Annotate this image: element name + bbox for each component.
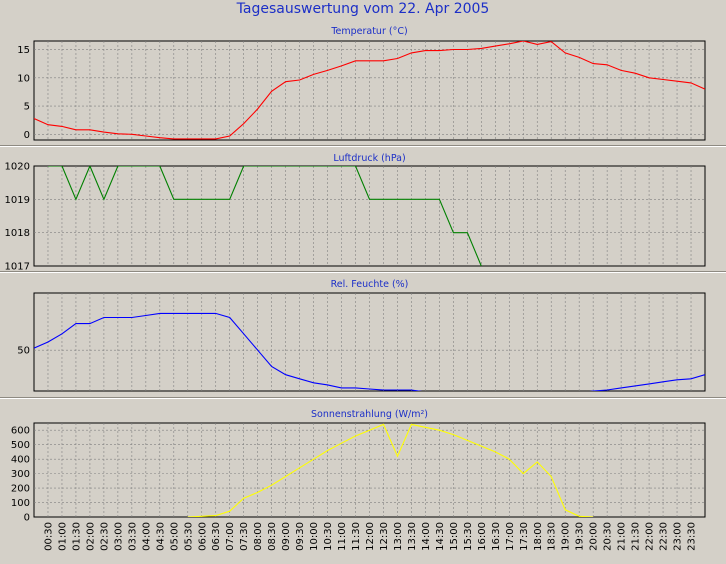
x-tick-label: 14:00 [421,522,432,551]
x-tick-label: 05:30 [183,522,194,551]
x-tick-label: 22:30 [659,522,670,551]
x-tick-label: 13:30 [407,522,418,551]
x-tick-label: 06:30 [211,522,222,551]
y-tick-label: 100 [11,498,30,509]
x-tick-label: 03:30 [127,522,138,551]
y-tick-label: 400 [11,455,30,466]
x-tick-label: 15:30 [463,522,474,551]
y-tick-label: 5 [24,102,30,113]
x-tick-label: 08:00 [253,522,264,551]
chart-title: Luftdruck (hPa) [333,153,405,164]
y-tick-label: 50 [17,346,30,357]
x-tick-label: 12:00 [365,522,376,551]
y-tick-label: 200 [11,484,30,495]
x-tick-label: 01:30 [71,522,82,551]
chart-panel-radiation: 0 100 200 300 400 500 600 Sonnenstrahlung (W/m²… [11,409,706,524]
y-tick-label: 1020 [5,162,30,173]
chart-title: Rel. Feuchte (%) [331,279,409,290]
series-line-radiation [187,423,594,517]
x-tick-label: 17:00 [505,522,516,551]
y-tick-label: 15 [17,45,30,56]
x-tick-label: 09:30 [295,522,306,551]
x-tick-label: 21:30 [631,522,642,551]
x-tick-label: 17:30 [519,522,530,551]
x-tick-label: 05:00 [169,522,180,551]
x-tick-label: 21:00 [617,522,628,551]
series-line-pressure [48,166,482,266]
x-tick-label: 06:00 [197,522,208,551]
x-tick-label: 10:30 [323,522,334,551]
x-tick-label: 03:00 [113,522,124,551]
x-tick-label: 01:00 [57,522,68,551]
y-tick-label: 1017 [5,262,30,273]
series-line-temperature [34,41,705,140]
x-tick-label: 22:00 [645,522,656,551]
x-tick-label: 19:00 [561,522,572,551]
x-tick-label: 13:00 [393,522,404,551]
y-tick-label: 1019 [5,195,30,206]
x-tick-label: 12:30 [379,522,390,551]
x-tick-label: 08:30 [267,522,278,551]
y-tick-label: 10 [17,73,30,84]
y-tick-label: 300 [11,469,30,480]
x-tick-label: 16:30 [491,522,502,551]
x-tick-label: 23:00 [673,522,684,551]
y-tick-label: 600 [11,426,30,437]
plot-area [33,422,706,518]
x-tick-label: 02:00 [85,522,96,551]
x-tick-label: 04:30 [155,522,166,551]
chart-title: Temperatur (°C) [330,26,407,37]
panel-divider [0,397,726,399]
x-tick-label: 10:00 [309,522,320,551]
x-tick-label: 11:30 [351,522,362,551]
x-tick-label: 07:30 [239,522,250,551]
x-tick-label: 18:30 [547,522,558,551]
chart-panel-temperature: 0 5 10 15 Temperatur (°C) [17,26,706,141]
x-axis-labels: 00:30 01:00 01:30 02:00 02:30 03:00 03:30 04:00… [43,522,697,551]
chart-panel-humidity: 50 Rel. Feuchte (%) [17,279,706,392]
x-tick-label: 07:00 [225,522,236,551]
x-tick-label: 04:00 [141,522,152,551]
series-line-humidity [34,312,705,391]
x-tick-label: 20:00 [589,522,600,551]
chart-title: Sonnenstrahlung (W/m²) [311,409,428,420]
x-tick-label: 18:00 [533,522,544,551]
y-tick-label: 0 [24,130,30,141]
y-tick-label: 1018 [5,228,30,239]
x-tick-label: 00:30 [43,522,54,551]
y-tick-label: 0 [24,513,30,524]
x-tick-label: 15:00 [449,522,460,551]
x-tick-label: 14:30 [435,522,446,551]
panel-divider [0,271,726,273]
x-tick-label: 20:30 [603,522,614,551]
panel-divider [0,145,726,147]
x-tick-label: 02:30 [99,522,110,551]
x-tick-label: 09:00 [281,522,292,551]
x-tick-label: 16:00 [477,522,488,551]
y-tick-label: 500 [11,440,30,451]
chart-panel-pressure: 1017 1018 1019 1020 Luftdruck (hPa) [5,153,706,273]
x-tick-label: 19:30 [575,522,586,551]
page-title: Tagesauswertung vom 22. Apr 2005 [236,1,490,17]
x-tick-label: 23:30 [687,522,698,551]
x-tick-label: 11:00 [337,522,348,551]
